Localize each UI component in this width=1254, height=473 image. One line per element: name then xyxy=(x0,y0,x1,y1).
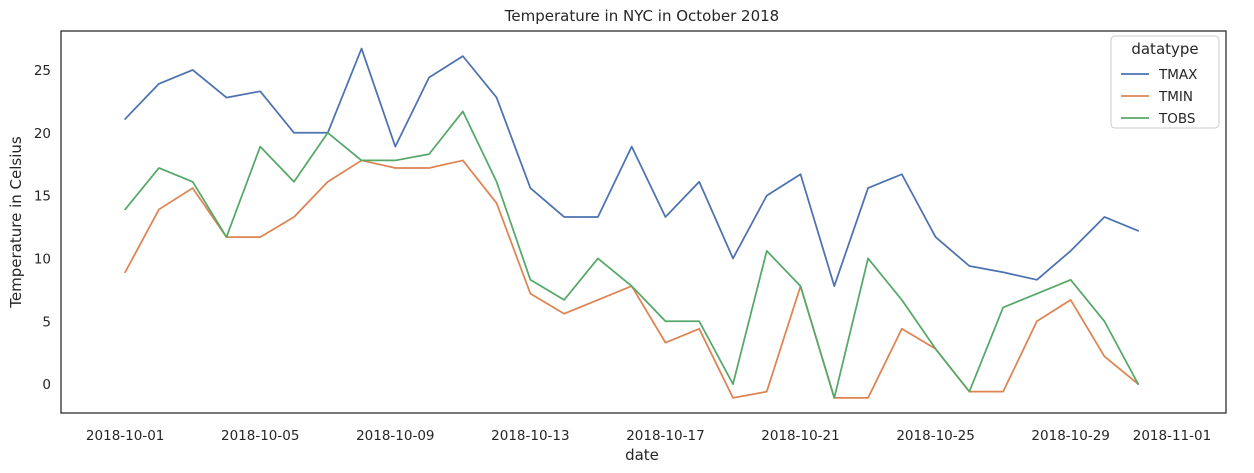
y-tick-label: 20 xyxy=(34,126,51,142)
y-axis: 0 5 10 15 20 25 xyxy=(34,63,51,393)
x-tick-label: 2018-11-01 xyxy=(1133,428,1211,444)
y-tick-label: 25 xyxy=(34,63,51,79)
x-tick-label: 2018-10-13 xyxy=(491,428,569,444)
series-line-tmax xyxy=(124,47,1140,287)
y-axis-label: Temperature in Celsius xyxy=(7,136,25,309)
series-layer xyxy=(124,47,1140,399)
legend-title: datatype xyxy=(1131,40,1198,58)
x-tick-label: 2018-10-21 xyxy=(761,428,839,444)
y-tick-label: 10 xyxy=(34,251,51,267)
legend-label-tmax: TMAX xyxy=(1158,67,1197,83)
x-tick-label: 2018-10-17 xyxy=(626,428,704,444)
legend: datatype TMAX TMIN TOBS xyxy=(1110,35,1220,129)
x-tick-label: 2018-10-29 xyxy=(1031,428,1109,444)
y-tick-label: 0 xyxy=(42,377,51,393)
x-tick-label: 2018-10-05 xyxy=(221,428,299,444)
x-tick-label: 2018-10-01 xyxy=(86,428,164,444)
x-axis: 2018-10-01 2018-10-05 2018-10-09 2018-10-13… xyxy=(86,428,1211,444)
y-tick-label: 5 xyxy=(42,314,51,330)
legend-label-tmin: TMIN xyxy=(1158,89,1193,105)
series-line-tobs xyxy=(124,110,1140,399)
plot-frame xyxy=(60,30,1227,414)
x-tick-label: 2018-10-25 xyxy=(896,428,974,444)
legend-entries: TMAX TMIN TOBS xyxy=(1121,67,1197,127)
legend-box xyxy=(1110,35,1220,129)
y-tick-label: 15 xyxy=(34,189,51,205)
x-axis-label: date xyxy=(625,446,659,464)
legend-label-tobs: TOBS xyxy=(1158,111,1195,127)
x-tick-label: 2018-10-09 xyxy=(356,428,434,444)
chart-title: Temperature in NYC in October 2018 xyxy=(504,7,779,25)
